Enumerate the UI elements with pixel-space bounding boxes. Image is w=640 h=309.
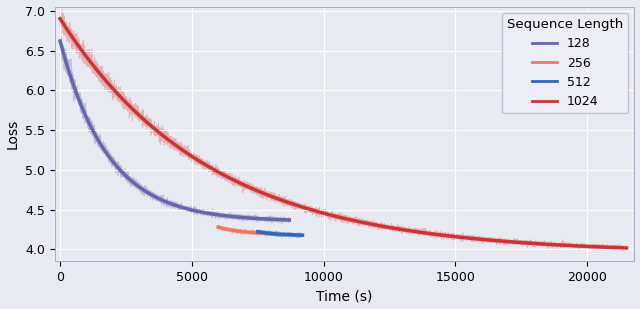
1024 (481, 238, 489, 242)
1024 (623, 246, 630, 250)
512 (280, 233, 288, 236)
256 (270, 232, 278, 235)
128 (178, 205, 186, 209)
128 (285, 218, 293, 222)
1024 (489, 239, 497, 242)
1024 (57, 18, 65, 21)
Line: 256: 256 (218, 227, 276, 234)
512 (259, 231, 266, 235)
256 (259, 231, 267, 235)
256 (272, 232, 280, 235)
Legend: 128, 256, 512, 1024: 128, 256, 512, 1024 (502, 13, 628, 113)
Y-axis label: Loss: Loss (6, 119, 20, 149)
256 (238, 230, 246, 234)
512 (298, 233, 306, 237)
256 (214, 225, 222, 229)
256 (219, 226, 227, 230)
128 (153, 196, 161, 200)
128 (56, 39, 64, 43)
128 (208, 212, 216, 216)
512 (299, 233, 307, 237)
512 (282, 233, 290, 236)
1024 (278, 198, 285, 202)
512 (254, 230, 262, 234)
256 (229, 228, 237, 232)
X-axis label: Time (s): Time (s) (316, 290, 373, 303)
512 (289, 233, 297, 237)
Line: 128: 128 (60, 41, 289, 220)
512 (278, 233, 286, 236)
256 (217, 226, 225, 230)
128 (138, 187, 145, 191)
1024 (56, 17, 64, 21)
128 (258, 217, 266, 221)
1024 (222, 174, 230, 178)
1024 (387, 226, 394, 230)
Line: 512: 512 (258, 232, 303, 235)
Line: 1024: 1024 (60, 19, 627, 248)
128 (127, 179, 135, 182)
